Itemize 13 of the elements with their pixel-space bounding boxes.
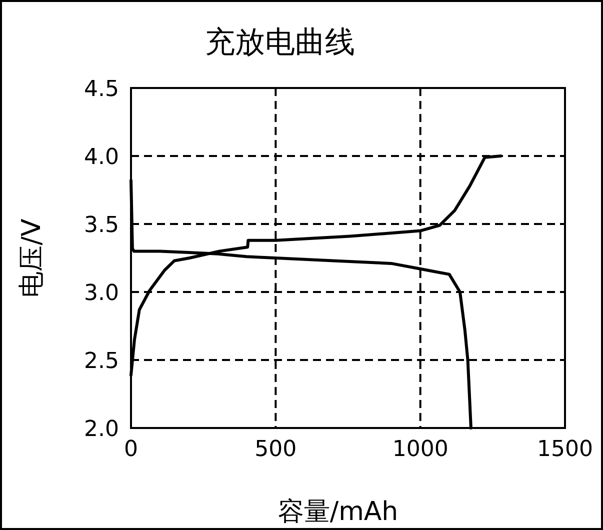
y-tick-label: 3.0	[84, 281, 119, 306]
y-tick-label: 2.0	[84, 417, 119, 442]
x-axis-title: 容量/mAh	[278, 497, 398, 527]
y-tick-label: 4.5	[84, 77, 119, 102]
y-tick-label: 2.5	[84, 349, 119, 374]
x-tick-label: 1000	[392, 437, 448, 462]
x-tick-label: 500	[254, 437, 297, 462]
y-tick-label: 3.5	[84, 213, 119, 238]
y-axis-title: 电压/V	[17, 218, 47, 298]
x-tick-label: 1500	[537, 437, 593, 462]
y-tick-label: 4.0	[84, 145, 119, 170]
x-tick-label: 0	[124, 437, 138, 462]
chart-title: 充放电曲线	[205, 25, 355, 60]
